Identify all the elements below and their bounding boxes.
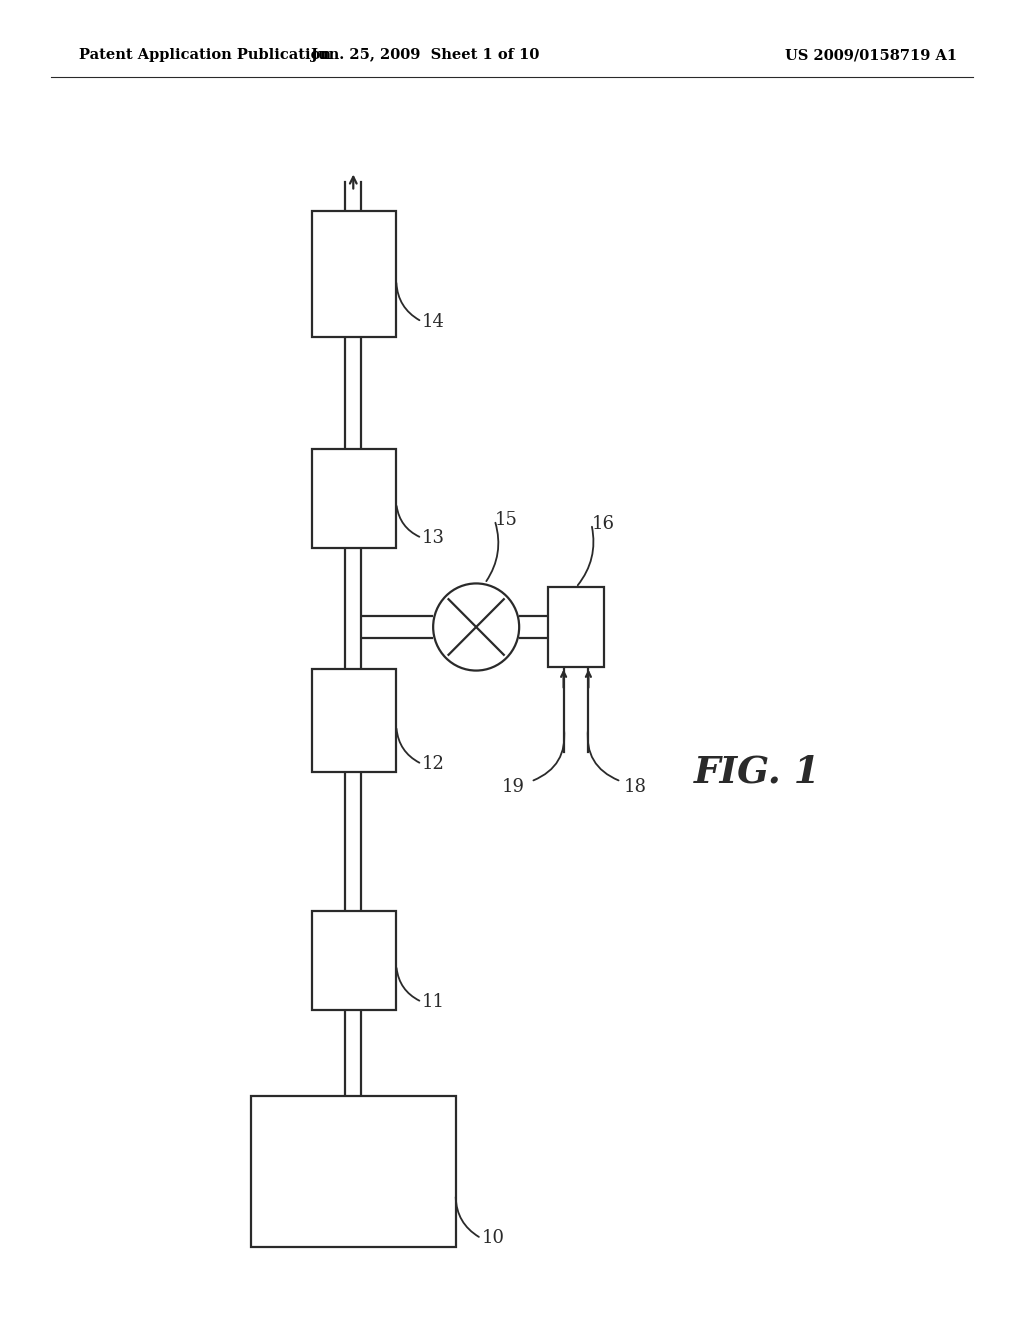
Ellipse shape xyxy=(433,583,519,671)
Text: 13: 13 xyxy=(422,529,444,546)
Bar xyxy=(312,449,396,548)
Bar xyxy=(312,211,396,337)
Text: 11: 11 xyxy=(422,993,444,1011)
Text: 15: 15 xyxy=(495,511,517,529)
Text: Patent Application Publication: Patent Application Publication xyxy=(79,49,331,62)
Text: US 2009/0158719 A1: US 2009/0158719 A1 xyxy=(785,49,957,62)
Bar xyxy=(312,911,396,1010)
Text: 14: 14 xyxy=(422,313,444,330)
Text: 19: 19 xyxy=(502,777,524,796)
Bar xyxy=(251,1096,456,1247)
Text: 18: 18 xyxy=(625,777,647,796)
Text: 16: 16 xyxy=(592,515,614,533)
Bar xyxy=(548,587,604,667)
Text: 10: 10 xyxy=(481,1229,504,1247)
Text: FIG. 1: FIG. 1 xyxy=(694,754,821,791)
Text: Jun. 25, 2009  Sheet 1 of 10: Jun. 25, 2009 Sheet 1 of 10 xyxy=(310,49,540,62)
Text: 12: 12 xyxy=(422,755,444,774)
Bar xyxy=(312,669,396,772)
